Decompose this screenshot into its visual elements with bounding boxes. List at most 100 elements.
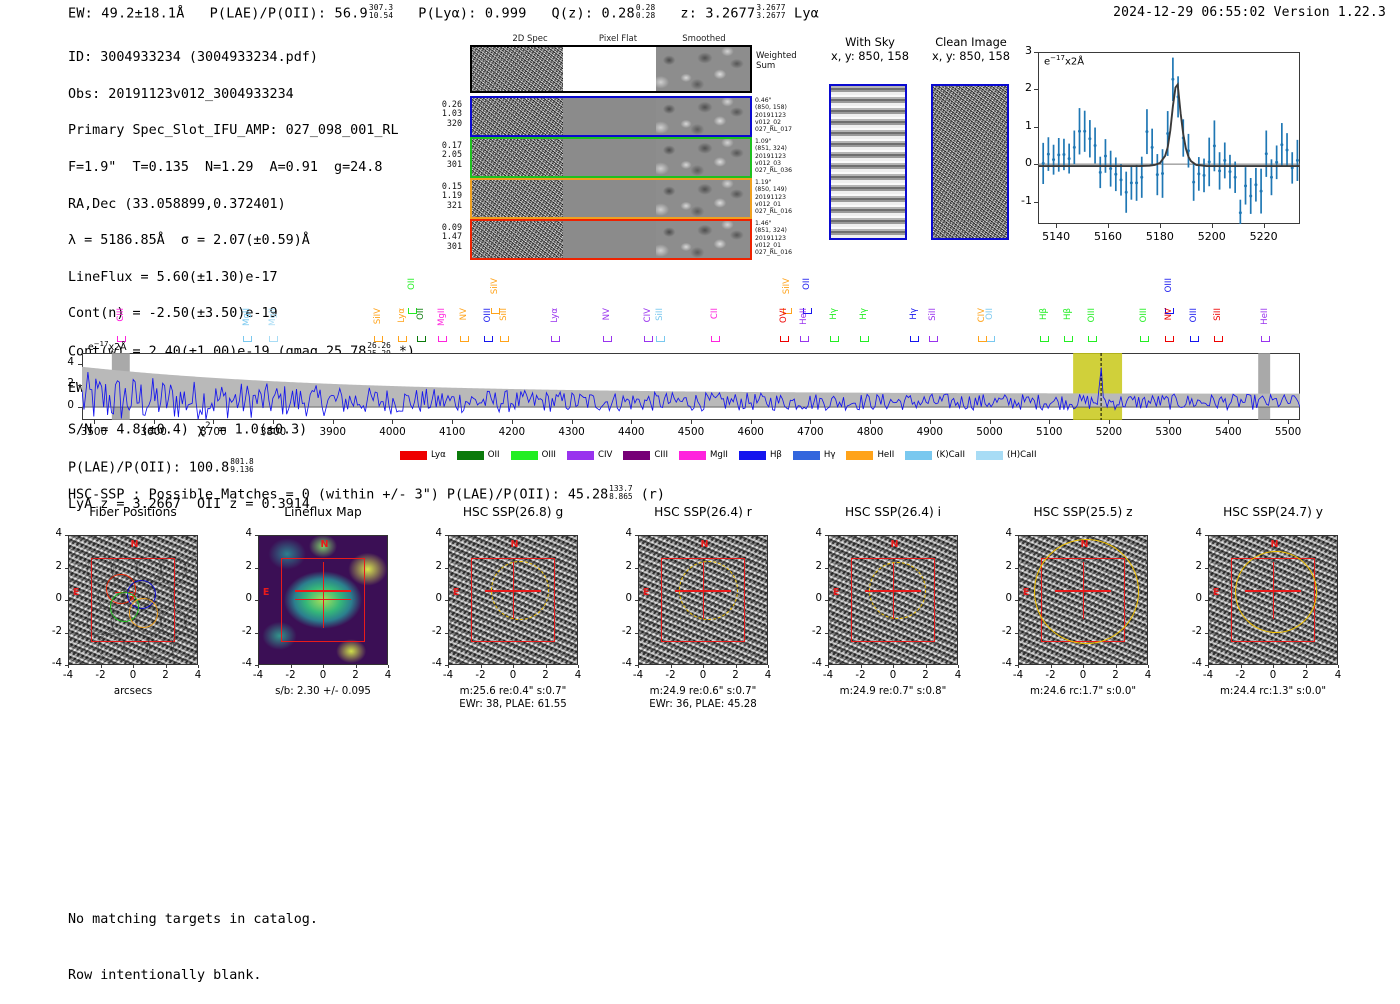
fiber-footprint — [171, 582, 197, 609]
spectrum-line-bracket — [978, 336, 988, 342]
cutout-ytick-mark — [1205, 665, 1208, 666]
compass-east-label: E — [262, 587, 270, 599]
spectrum-legend-label: Hβ — [769, 450, 782, 460]
cutout-ytick-label: 0 — [815, 593, 822, 604]
spectrum-xtick-mark — [631, 420, 633, 424]
cutout-ytick-mark — [635, 567, 638, 569]
spectrum-line-label: Lyα — [397, 308, 408, 323]
spectrum-legend-item: OIII — [510, 450, 556, 460]
spectrum-line-label: MgII — [241, 308, 252, 326]
fit-xtick-mark — [1108, 224, 1110, 228]
spec2d-fiber-flat — [562, 221, 657, 258]
spectrum-line-bracket — [1139, 336, 1149, 342]
cutout-ytick-mark — [445, 535, 448, 536]
fit-ytick-mark — [1034, 52, 1038, 53]
header-z-range: 3.2677 3.2677 — [756, 3, 786, 20]
cutout-caption-2: EWr: 36, PLAE: 45.28 — [649, 699, 757, 710]
spectrum-xtick-label: 4800 — [856, 426, 884, 438]
spectrum-ytick-label: 4 — [67, 355, 74, 368]
spectrum-xtick-mark — [989, 420, 991, 424]
cutout-ytick-label: -4 — [241, 658, 252, 669]
cutout-crosshair-h — [294, 590, 352, 592]
footer-note: No matching targets in catalog. Row inte… — [68, 874, 318, 1004]
spectrum-ytick-label: 2 — [67, 377, 74, 390]
spectrum-legend-item: Lyα — [400, 450, 446, 460]
spec2d-fiber-row[interactable] — [470, 219, 752, 260]
spec2d-col-pixelflat: Pixel Flat — [598, 34, 638, 44]
spectrum-line-bracket — [1164, 308, 1174, 314]
fit-xtick-label: 5140 — [1042, 230, 1071, 243]
cutout-xtick-label: 2 — [732, 670, 739, 681]
spec2d-fiber-row[interactable] — [470, 178, 752, 219]
spectrum-legend-item: CIV — [566, 450, 612, 460]
cutout-xtick-label: 0 — [319, 670, 327, 681]
spec2d-image-raw — [472, 47, 563, 91]
spectrum-line-bracket — [910, 336, 920, 342]
cutout-xtick-mark — [1083, 665, 1084, 668]
cutout-ytick-mark — [255, 567, 258, 569]
spectrum-legend-item: MgII — [679, 450, 728, 460]
cutout-xtick-mark — [670, 665, 672, 668]
cutout-xtick-mark — [1115, 665, 1117, 668]
cutout-ytick-mark — [635, 600, 638, 601]
spectrum-line-label: Hγ — [909, 308, 920, 320]
cutout-ytick-mark — [65, 632, 68, 634]
fit-plot-flux-annotation: e−17x2Å — [1044, 54, 1085, 68]
spectrum-line-bracket — [499, 336, 509, 342]
spectrum-line-bracket — [929, 336, 939, 342]
compass-north-label: N — [130, 538, 139, 550]
cutout-xtick-mark — [1050, 665, 1052, 668]
info-redshifts: LyA z = 3.2667 OII z = 0.3914 — [68, 497, 310, 513]
spec2d-fiber-row[interactable] — [470, 137, 752, 178]
cutout-xtick-mark — [100, 665, 102, 668]
cutout-xtick-label: -4 — [632, 670, 644, 681]
cutout-ytick-label: -2 — [51, 625, 62, 637]
cutout-ytick-label: -4 — [811, 658, 822, 669]
spec2d-fiber-raw — [472, 139, 563, 176]
spectrum-line-bracket — [1064, 336, 1074, 342]
cutout-ytick-label: 2 — [435, 560, 442, 572]
cutout-xtick-mark — [198, 665, 199, 668]
spectrum-legend-label: (K)CaII — [936, 450, 965, 460]
spectrum-line-bracket — [484, 336, 493, 342]
spectrum-xtick-mark — [332, 420, 334, 424]
cutout-ytick-label: 0 — [245, 593, 252, 604]
spec2d-fiber-raw — [472, 98, 563, 135]
fiber-footprint — [195, 582, 197, 609]
spec2d-fiber-smoothed — [656, 98, 750, 135]
header-qz-label: Q(z): 0.28 — [551, 5, 635, 22]
spectrum-line-bracket — [550, 336, 560, 342]
cutout-ytick-mark — [255, 535, 258, 536]
cutout-xtick-label: -2 — [475, 670, 486, 681]
spectrum-line-label: OIII — [1087, 308, 1098, 323]
cutout-image[interactable]: + N E — [68, 535, 198, 665]
spec2d-fiber-row[interactable] — [470, 96, 752, 137]
cutout-xtick-label: -2 — [855, 670, 866, 681]
spectrum-line-label: CIV — [977, 308, 988, 323]
fiber-footprint — [122, 582, 150, 609]
cutout-xtick-label: 4 — [1144, 670, 1152, 681]
cutout-xtick-label: 2 — [542, 670, 549, 681]
spectrum-line-bracket — [407, 308, 417, 314]
cutout-ytick-label: 0 — [435, 593, 442, 604]
spectrum-legend-swatch — [975, 450, 1003, 460]
spectrum-xtick-label: 5500 — [1274, 426, 1302, 438]
cutout-xtick-label: 0 — [509, 670, 517, 681]
cutout-xtick-label: -2 — [1235, 670, 1246, 681]
hsc-summary-text: HSC-SSP : Possible Matches = 0 (within +… — [68, 487, 609, 503]
spectrum-flux-annotation: e−17x2Å — [88, 340, 127, 354]
cutout-ytick-mark — [825, 567, 828, 569]
cutout-ytick-mark — [445, 567, 448, 569]
spectrum-line-label: MgII — [437, 308, 448, 326]
spectrum-line-label: Hγ — [859, 308, 870, 320]
spectrum-xtick-label: 4200 — [498, 426, 526, 438]
cutout-xtick-label: 0 — [1079, 670, 1087, 681]
cutout-xtick-mark — [578, 665, 579, 668]
spectrum-line-bracket — [860, 336, 870, 342]
